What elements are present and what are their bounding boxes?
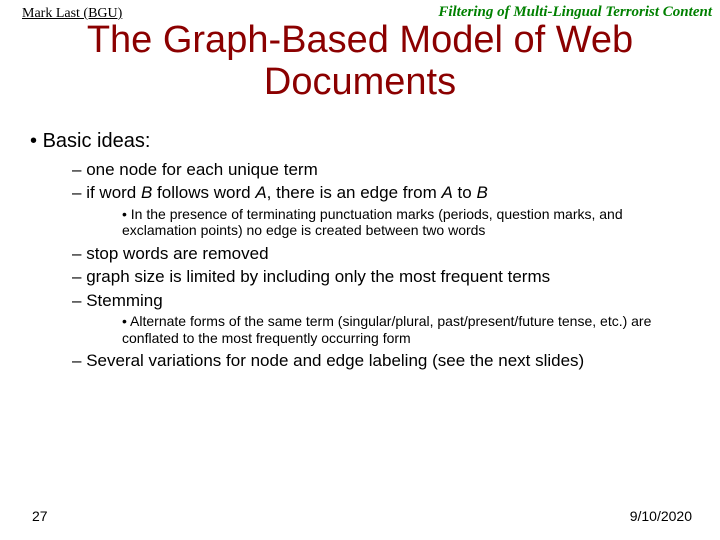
slide-title: The Graph-Based Model of Web Documents [0, 20, 720, 104]
bullet-graph-size: graph size is limited by including only … [72, 266, 700, 287]
slide-body: Basic ideas: one node for each unique te… [30, 130, 700, 374]
word-a: A [255, 183, 266, 202]
slide-date: 9/10/2020 [630, 508, 692, 524]
text-fragment: if word [86, 183, 141, 202]
slide: Mark Last (BGU) Filtering of Multi-Lingu… [0, 0, 720, 540]
word-a: A [441, 183, 452, 202]
page-number: 27 [32, 508, 48, 524]
bullet-stop-words: stop words are removed [72, 243, 700, 264]
bullet-stemming: Stemming [72, 290, 700, 311]
text-fragment: , there is an edge from [267, 183, 442, 202]
text-fragment: to [453, 183, 477, 202]
word-b: B [476, 183, 487, 202]
text-fragment: follows word [152, 183, 255, 202]
bullet-edge-rule: if word B follows word A, there is an ed… [72, 182, 700, 203]
sub-bullet-alternate-forms: Alternate forms of the same term (singul… [122, 313, 660, 347]
bullet-variations: Several variations for node and edge lab… [72, 350, 700, 371]
bullet-node-per-term: one node for each unique term [72, 159, 700, 180]
word-b: B [141, 183, 152, 202]
bullet-root: Basic ideas: [30, 130, 700, 153]
sub-bullet-punctuation: In the presence of terminating punctuati… [122, 206, 660, 240]
